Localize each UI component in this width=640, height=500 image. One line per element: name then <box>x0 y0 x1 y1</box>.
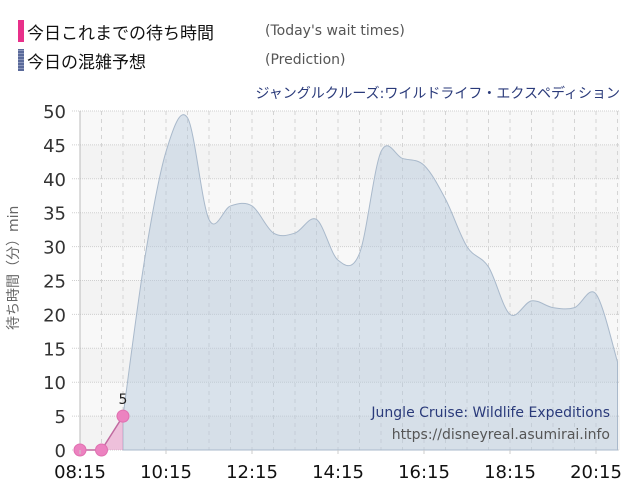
actual-point <box>116 409 130 423</box>
y-tick-label: 15 <box>43 339 66 360</box>
watermark-attraction-name: Jungle Cruise: Wildlife Expeditions <box>371 405 610 421</box>
plot-band <box>80 280 620 315</box>
actual-area <box>80 416 123 450</box>
x-tick-label: 10:15 <box>140 462 192 483</box>
legend-swatch-actual <box>18 20 24 42</box>
legend-prediction-label-ja: 今日の混雑予想 <box>27 52 146 73</box>
x-tick-label: 16:15 <box>398 462 450 483</box>
plot-band <box>80 212 620 247</box>
plot-band <box>80 111 620 145</box>
y-tick-label: 5 <box>55 407 66 428</box>
prediction-area <box>122 114 618 451</box>
y-tick-label: 50 <box>43 102 66 123</box>
actual-point <box>95 443 108 457</box>
plot-band <box>80 382 620 417</box>
legend-actual: 今日これまでの待ち時間 (Today's wait times) <box>18 19 405 44</box>
plot-band <box>80 314 620 349</box>
y-tick-label: 25 <box>43 272 66 293</box>
watermark-url: https://disneyreal.asumirai.info <box>391 427 610 443</box>
attraction-title: ジャングルクルーズ:ワイルドライフ・エクスペディション <box>255 86 620 102</box>
data-label: 5 <box>119 392 128 408</box>
y-tick-label: 0 <box>55 441 66 462</box>
legend-swatch-prediction <box>18 49 24 71</box>
y-axis-label: 待ち時間（分）min <box>6 205 22 330</box>
plot-band <box>80 416 620 450</box>
x-tick-label: 14:15 <box>312 462 364 483</box>
plot-band <box>80 178 620 213</box>
legend-actual-label-en: (Today's wait times) <box>265 23 405 39</box>
legend-actual-label-ja: 今日これまでの待ち時間 <box>27 23 214 44</box>
plot-band <box>80 348 620 383</box>
x-tick-label: 20:15 <box>570 462 622 483</box>
y-tick-label: 35 <box>43 204 66 225</box>
legend-prediction-label-en: (Prediction) <box>265 52 346 68</box>
y-tick-label: 30 <box>43 238 66 259</box>
x-tick-label: 18:15 <box>484 462 536 483</box>
y-tick-label: 45 <box>43 136 66 157</box>
x-tick-label: 08:15 <box>54 462 106 483</box>
legend-prediction: 今日の混雑予想 (Prediction) <box>18 48 346 73</box>
y-tick-label: 40 <box>43 170 66 191</box>
y-tick-label: 10 <box>43 373 66 394</box>
plot-band <box>80 144 620 179</box>
x-tick-label: 12:15 <box>226 462 278 483</box>
y-tick-label: 20 <box>43 305 66 326</box>
plot-band <box>80 246 620 281</box>
